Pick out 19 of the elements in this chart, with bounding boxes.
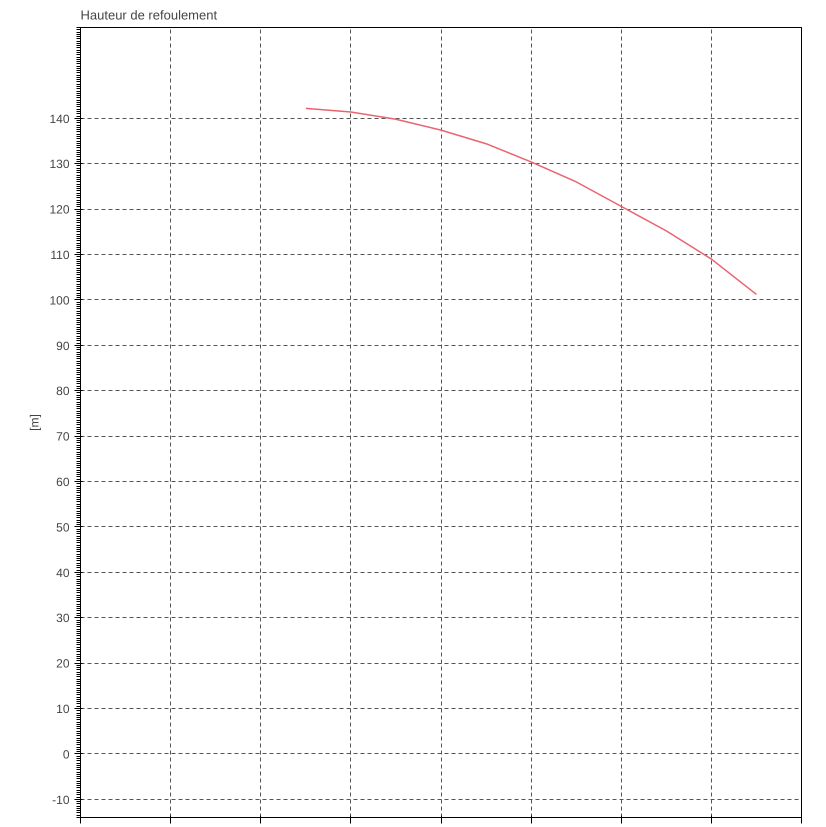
y-tick-label: 80 bbox=[56, 384, 70, 398]
y-tick-label: 30 bbox=[56, 611, 70, 626]
y-tick-label: 90 bbox=[56, 338, 70, 353]
y-tick-label: 20 bbox=[56, 656, 70, 671]
y-tick-label: 70 bbox=[56, 430, 70, 444]
y-tick-label: 40 bbox=[56, 566, 70, 580]
y-tick-label: 130 bbox=[49, 157, 70, 172]
y-tick-label: 50 bbox=[56, 520, 70, 534]
y-tick-label: 140 bbox=[49, 112, 70, 126]
y-tick-label: 120 bbox=[49, 202, 70, 217]
chart-title: Hauteur de refoulement bbox=[80, 8, 218, 22]
y-tick-label: 10 bbox=[56, 702, 70, 716]
line-series bbox=[305, 108, 758, 296]
y-tick-label: 60 bbox=[56, 475, 70, 490]
y-tick-label: 100 bbox=[49, 293, 70, 308]
y-tick-label: -10 bbox=[52, 792, 70, 807]
y-tick-label: 110 bbox=[50, 248, 70, 262]
y-axis-title: [m] bbox=[27, 414, 42, 431]
y-tick-label: 0 bbox=[62, 747, 70, 762]
